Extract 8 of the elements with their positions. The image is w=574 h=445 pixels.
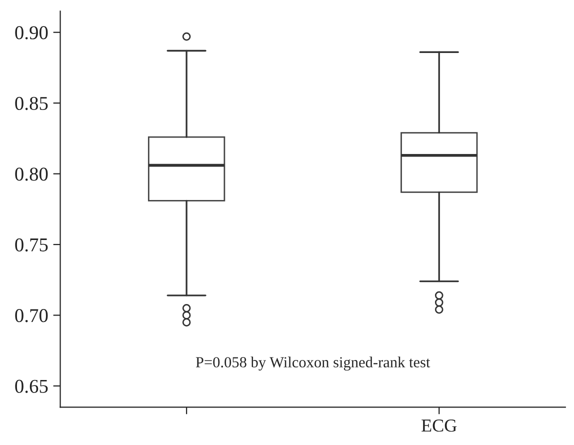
x-tick-label: ECG <box>422 420 457 432</box>
annotation: P=0.058 by Wilcoxon signed-rank test <box>196 356 430 371</box>
y-tick-label: 0.75 <box>15 238 48 252</box>
y-tick-label: 0.85 <box>15 96 48 110</box>
y-tick-label: 0.80 <box>15 168 48 181</box>
y-tick-label: 0.70 <box>15 309 48 322</box>
y-tick-label: 0.65 <box>15 380 48 393</box>
y-tick-label: 0.90 <box>15 26 48 40</box>
